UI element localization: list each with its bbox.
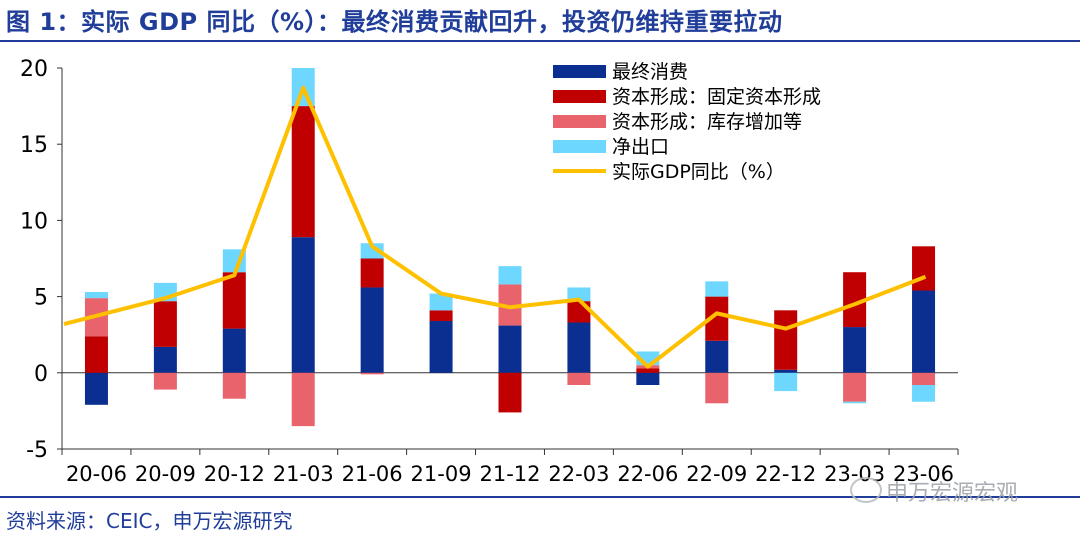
legend-swatch (553, 115, 606, 128)
bar-segment (636, 372, 660, 385)
bar-segment (498, 372, 522, 413)
legend-swatch (553, 90, 606, 103)
bars (84, 68, 936, 427)
bar-segment (153, 346, 177, 373)
bar-segment (291, 106, 315, 238)
bar-segment (705, 296, 729, 341)
gdp-yoy-line (63, 85, 927, 369)
legend-label: 资本形成：固定资本形成 (612, 86, 821, 108)
bar-segment (429, 310, 453, 321)
page-title: 图 1：实际 GDP 同比（%）：最终消费贡献回升，投资仍维持重要拉动 (6, 8, 783, 36)
legend-label: 最终消费 (612, 61, 688, 83)
footer-rule (0, 496, 1080, 498)
x-tick-label: 22-09 (686, 462, 747, 486)
title-rule (0, 40, 1080, 42)
bar-segment (705, 372, 729, 404)
bar-segment (153, 372, 177, 390)
x-tick-label: 20-06 (66, 462, 127, 486)
watermark-text: 申万宏源宏观 (886, 481, 1019, 506)
bar-segment (84, 292, 108, 299)
bar-segment (498, 266, 522, 285)
bar-segment (636, 368, 660, 373)
bar-segment (774, 372, 798, 392)
bar-segment (222, 372, 246, 399)
y-tick-label: 5 (34, 286, 48, 311)
bar-segment (912, 372, 936, 385)
watermark: 申万宏源宏观 (850, 475, 1018, 507)
y-tick-label: 0 (34, 362, 48, 387)
x-tick-label: 22-12 (755, 462, 816, 486)
x-tick-label: 22-06 (617, 462, 678, 486)
x-tick-label: 20-09 (135, 462, 196, 486)
axes: -5 0 5 10 15 20 (20, 57, 959, 463)
bar-segment (567, 287, 591, 302)
x-tick-labels: 20-06 20-09 20-12 21-03 21-06 21-09 21-12 22-03… (66, 462, 954, 486)
bar-segment (84, 372, 108, 405)
x-tick-label: 20-12 (204, 462, 265, 486)
x-tick-label: 21-09 (411, 462, 472, 486)
bar-segment (843, 401, 867, 404)
x-tick-label: 21-12 (479, 462, 540, 486)
bar-segment (291, 237, 315, 373)
bar-segment (360, 258, 384, 288)
legend-swatch (553, 65, 606, 78)
bar-segment (84, 336, 108, 373)
bar-segment (567, 372, 591, 385)
bar-segment (705, 340, 729, 373)
x-tick-label: 21-03 (273, 462, 334, 486)
bar-segment (843, 272, 867, 328)
bar-segment (774, 310, 798, 370)
y-tick-label: 20 (20, 57, 48, 82)
wechat-icon (850, 477, 882, 503)
y-tick-label: 10 (20, 209, 48, 234)
source-note: 资料来源：CEIC，申万宏源研究 (6, 509, 293, 533)
x-tick-label: 23-06 (893, 462, 954, 486)
x-tick-label: 22-03 (548, 462, 609, 486)
bar-segment (843, 327, 867, 373)
bar-segment (843, 372, 867, 402)
legend-label: 资本形成：库存增加等 (612, 111, 802, 133)
legend-swatch (553, 140, 606, 153)
bar-segment (291, 372, 315, 427)
bar-segment (360, 372, 384, 375)
y-tick-label: 15 (20, 133, 48, 158)
bar-segment (567, 322, 591, 373)
bar-segment (429, 320, 453, 373)
legend-label: 净出口 (612, 136, 669, 158)
bar-segment (912, 290, 936, 373)
bar-segment (360, 287, 384, 373)
legend-label: 实际GDP同比（%） (612, 161, 785, 183)
bar-segment (912, 246, 936, 291)
bar-segment (222, 272, 246, 329)
bar-segment (429, 293, 453, 311)
x-tick-label: 21-06 (342, 462, 403, 486)
bar-segment (774, 369, 798, 373)
gdp-line (63, 85, 927, 369)
bar-segment (705, 281, 729, 297)
bar-segment (567, 301, 591, 323)
y-tick-label: -5 (26, 438, 48, 463)
bar-segment (222, 328, 246, 373)
bar-segment (498, 325, 522, 373)
bar-segment (912, 384, 936, 402)
bar-segment (360, 243, 384, 259)
bar-segment (153, 301, 177, 347)
bar-segment (498, 284, 522, 326)
